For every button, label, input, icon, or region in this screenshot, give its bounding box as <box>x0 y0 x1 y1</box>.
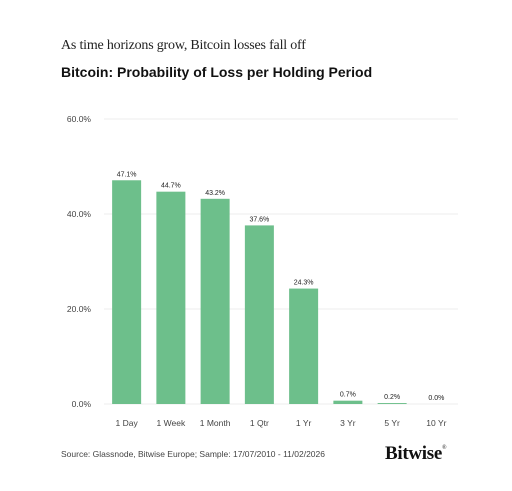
data-label: 0.2% <box>384 394 400 401</box>
x-tick-label: 1 Qtr <box>250 418 269 428</box>
data-label: 24.3% <box>294 280 314 287</box>
bar <box>200 198 230 404</box>
chart-headline: As time horizons grow, Bitcoin losses fa… <box>61 38 306 53</box>
x-tick-label: 1 Yr <box>296 418 312 428</box>
data-label: 44.7% <box>161 183 181 190</box>
bitwise-logo: Bitwise® <box>385 443 447 464</box>
bar <box>112 180 142 404</box>
data-label: 43.2% <box>205 190 225 197</box>
bar <box>289 288 319 404</box>
bar <box>333 400 363 404</box>
data-label: 0.7% <box>340 392 356 399</box>
bar <box>377 403 407 404</box>
data-label: 0.0% <box>428 395 444 402</box>
y-tick-label: 0.0% <box>72 399 92 409</box>
x-tick-label: 1 Week <box>157 418 186 428</box>
y-tick-label: 60.0% <box>67 114 92 124</box>
data-label: 47.1% <box>117 171 137 178</box>
bar <box>156 191 186 404</box>
x-tick-label: 5 Yr <box>384 418 400 428</box>
data-label: 37.6% <box>249 216 269 223</box>
x-tick-label: 1 Month <box>200 418 231 428</box>
source-note: Source: Glassnode, Bitwise Europe; Sampl… <box>61 449 325 459</box>
y-tick-label: 20.0% <box>67 304 92 314</box>
chart-title: Bitcoin: Probability of Loss per Holding… <box>61 64 373 80</box>
x-tick-label: 1 Day <box>116 418 139 428</box>
x-tick-label: 10 Yr <box>426 418 446 428</box>
x-tick-label: 3 Yr <box>340 418 356 428</box>
bar <box>244 225 274 404</box>
y-tick-label: 40.0% <box>67 209 92 219</box>
